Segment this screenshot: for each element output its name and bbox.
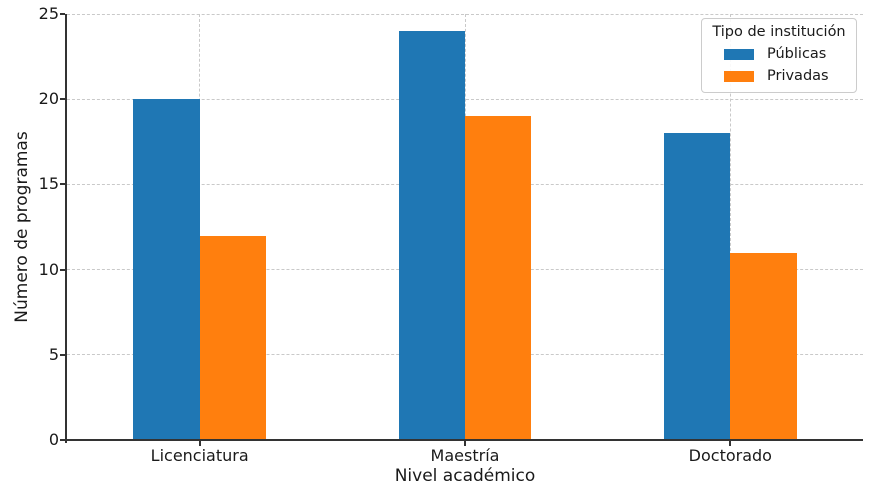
gridline-x-0 (199, 14, 201, 440)
legend-item-privadas: Privadas (708, 68, 850, 84)
legend-item-publicas: Públicas (708, 46, 850, 62)
bar-públicas-licenciatura (133, 99, 200, 440)
bar-públicas-doctorado (664, 133, 731, 440)
legend-title: Tipo de institución (712, 24, 846, 40)
y-axis-label: Número de programas (12, 131, 32, 323)
x-axis-spine (65, 439, 863, 441)
y-tick-10 (60, 268, 65, 271)
legend: Tipo de institución Públicas Privadas (701, 18, 857, 93)
bar-privadas-maestría (465, 116, 532, 440)
y-tick-label-20: 20 (38, 89, 59, 109)
legend-label-privadas: Privadas (767, 68, 829, 84)
y-tick-label-15: 15 (38, 174, 59, 194)
y-tick-20 (60, 98, 65, 101)
y-axis-spine (65, 14, 67, 443)
y-tick-label-25: 25 (38, 4, 59, 23)
gridline-x-2 (729, 14, 731, 440)
legend-swatch-publicas (724, 48, 754, 60)
x-tick-label-2: Doctorado (688, 446, 772, 465)
y-tick-label-5: 5 (48, 344, 59, 364)
legend-label-publicas: Públicas (767, 46, 827, 62)
legend-swatch-privadas (724, 70, 754, 82)
bar-privadas-licenciatura (199, 235, 266, 440)
x-tick-0 (198, 441, 201, 446)
y-tick-25 (60, 13, 65, 15)
y-tick-0 (60, 439, 65, 441)
x-axis-label: Nivel académico (394, 466, 536, 486)
y-tick-15 (60, 183, 65, 186)
bar-públicas-maestría (398, 31, 465, 440)
x-tick-label-1: Maestría (430, 446, 500, 465)
x-tick-label-0: Licenciatura (150, 446, 249, 465)
y-tick-label-0: 0 (48, 430, 59, 449)
x-tick-1 (464, 441, 466, 446)
bar-privadas-doctorado (730, 252, 797, 440)
y-tick-5 (60, 353, 65, 356)
y-tick-label-10: 10 (38, 259, 59, 279)
x-tick-2 (729, 441, 732, 446)
